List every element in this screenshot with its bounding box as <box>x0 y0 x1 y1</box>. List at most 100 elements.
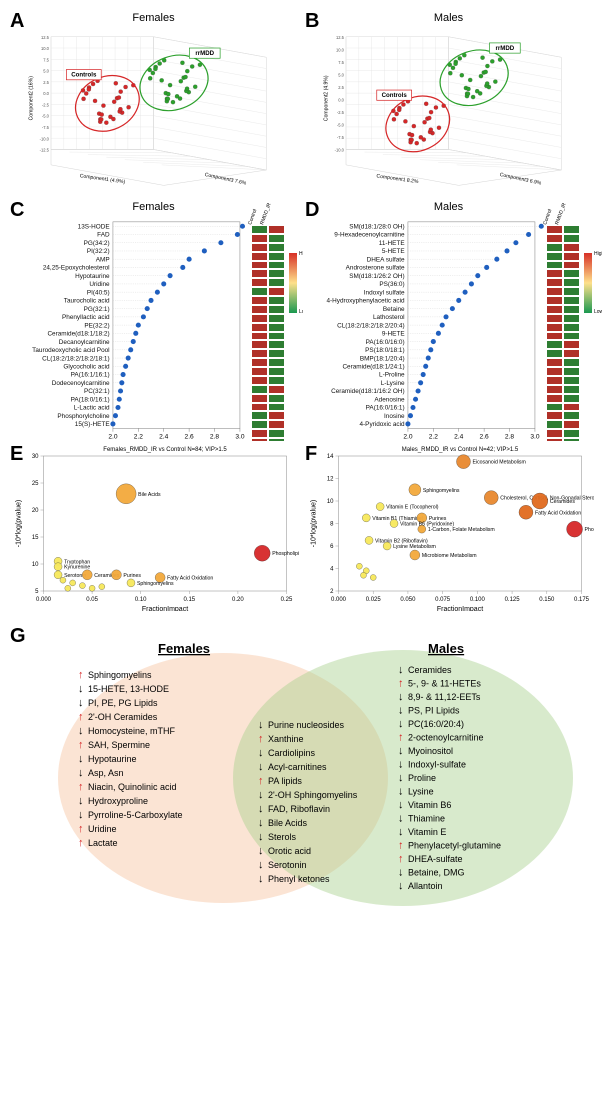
svg-text:2.6: 2.6 <box>480 433 490 440</box>
svg-text:5.0: 5.0 <box>338 72 344 77</box>
svg-text:0.0: 0.0 <box>43 91 49 96</box>
svg-text:↓: ↓ <box>258 873 264 885</box>
svg-text:Phenylacetyl-glutamine: Phenylacetyl-glutamine <box>408 841 501 851</box>
svg-text:-10*log(pvalue): -10*log(pvalue) <box>16 500 23 547</box>
svg-text:2.8: 2.8 <box>505 433 515 440</box>
svg-text:-10.0: -10.0 <box>335 148 345 153</box>
svg-text:BMP(18:1/20:4): BMP(18:1/20:4) <box>360 355 405 362</box>
svg-text:Xanthine: Xanthine <box>268 734 304 744</box>
svg-text:Hypotaurine: Hypotaurine <box>75 273 110 280</box>
svg-text:Females_RMDD_IR vs Control N=8: Females_RMDD_IR vs Control N=84; VIP>1.5 <box>103 447 227 453</box>
svg-text:20: 20 <box>32 508 39 514</box>
svg-text:5: 5 <box>35 589 39 595</box>
heatmap-header: RMDD_IR <box>259 212 267 225</box>
svg-text:10.0: 10.0 <box>336 47 345 52</box>
panel-d-label: D <box>305 199 319 222</box>
svg-text:rrMDD: rrMDD <box>496 45 515 52</box>
svg-text:12: 12 <box>327 477 334 483</box>
svg-text:Hypotaurine: Hypotaurine <box>88 754 137 764</box>
svg-text:Component2 (16%): Component2 (16%) <box>29 76 35 121</box>
svg-text:PS(18:0/18:1): PS(18:0/18:1) <box>365 347 404 354</box>
svg-text:-7.5: -7.5 <box>42 125 50 130</box>
svg-text:2.2: 2.2 <box>429 433 439 440</box>
svg-text:↓: ↓ <box>398 745 404 757</box>
svg-text:Bile Acids: Bile Acids <box>138 492 161 498</box>
panel-f-label: F <box>305 443 317 466</box>
svg-text:24,25-Epoxycholesterol: 24,25-Epoxycholesterol <box>43 265 110 272</box>
svg-text:Betaine, DMG: Betaine, DMG <box>408 868 465 878</box>
svg-text:0.125: 0.125 <box>505 597 521 603</box>
svg-text:↑: ↑ <box>398 678 404 690</box>
svg-text:4: 4 <box>330 567 334 573</box>
svg-text:Purine nucleosides: Purine nucleosides <box>268 720 345 730</box>
svg-text:Indoxyl sulfate: Indoxyl sulfate <box>364 289 405 296</box>
svg-text:Controls: Controls <box>382 92 408 99</box>
svg-text:↓: ↓ <box>398 772 404 784</box>
svg-text:0.10: 0.10 <box>135 597 147 603</box>
svg-text:2.8: 2.8 <box>210 433 220 440</box>
svg-text:0.100: 0.100 <box>470 597 486 603</box>
svg-text:PI(32:2): PI(32:2) <box>87 248 110 255</box>
svg-text:FractionImpact: FractionImpact <box>437 606 483 611</box>
svg-text:25: 25 <box>32 481 39 487</box>
svg-text:PA lipids: PA lipids <box>268 776 302 786</box>
panel-c-chart: 2.02.22.42.62.83.0VIP scores13S-HODEFADP… <box>8 213 251 447</box>
panel-a-title: Females <box>8 12 299 24</box>
svg-text:Ceramide(d18:1/18:2): Ceramide(d18:1/18:2) <box>47 331 109 338</box>
svg-text:0.25: 0.25 <box>281 597 293 603</box>
svg-text:Decanoylcarnitine: Decanoylcarnitine <box>59 339 110 346</box>
svg-text:↓: ↓ <box>398 705 404 717</box>
svg-text:Phenyl ketones: Phenyl ketones <box>268 874 330 884</box>
svg-text:Ceramide(d18:1/16:2 OH): Ceramide(d18:1/16:2 OH) <box>331 388 405 395</box>
svg-text:DHEA sulfate: DHEA sulfate <box>367 256 405 263</box>
svg-text:↓: ↓ <box>78 809 84 821</box>
svg-text:Serotonin: Serotonin <box>268 860 307 870</box>
svg-text:↓: ↓ <box>398 880 404 892</box>
svg-text:↓: ↓ <box>258 803 264 815</box>
svg-text:Fatty Acid Oxidation: Fatty Acid Oxidation <box>167 576 213 582</box>
panel-b-title: Males <box>303 12 594 24</box>
svg-text:Dodecenoylcarnitine: Dodecenoylcarnitine <box>52 380 110 387</box>
svg-text:-5.0: -5.0 <box>337 122 345 127</box>
panel-a-label: A <box>10 10 24 33</box>
svg-text:Sphingomyelins: Sphingomyelins <box>137 581 174 587</box>
svg-text:PI, PE, PG Lipids: PI, PE, PG Lipids <box>88 698 158 708</box>
svg-text:Orotic acid: Orotic acid <box>268 846 311 856</box>
svg-text:-10*log(pvalue): -10*log(pvalue) <box>311 500 318 547</box>
svg-text:rrMDD: rrMDD <box>195 50 214 57</box>
svg-text:L-Lysine: L-Lysine <box>381 380 405 387</box>
panel-g: G FemalesMales↑Sphingomyelins↓15-HETE, 1… <box>8 623 594 913</box>
svg-text:7.5: 7.5 <box>338 60 344 65</box>
svg-text:Lathosterol: Lathosterol <box>373 314 405 321</box>
svg-text:FAD: FAD <box>97 232 110 239</box>
svg-text:Microbiome Metabolism: Microbiome Metabolism <box>422 553 477 559</box>
svg-text:2.5: 2.5 <box>338 85 344 90</box>
svg-text:-10.0: -10.0 <box>40 136 50 141</box>
svg-text:Vitamin E: Vitamin E <box>408 827 446 837</box>
svg-text:Phenyllactic acid: Phenyllactic acid <box>62 314 110 321</box>
svg-text:-2.5: -2.5 <box>337 110 345 115</box>
svg-text:↓: ↓ <box>78 683 84 695</box>
svg-text:L-Proline: L-Proline <box>379 372 405 379</box>
svg-text:-2.5: -2.5 <box>42 102 50 107</box>
svg-text:0.0: 0.0 <box>338 97 344 102</box>
colorbar: High Low <box>289 253 297 313</box>
svg-text:↓: ↓ <box>78 753 84 765</box>
svg-text:Vitamin B6: Vitamin B6 <box>408 800 451 810</box>
svg-text:↓: ↓ <box>78 795 84 807</box>
panel-d-chart: 2.02.22.42.62.83.0VIP scoresSM(d18:1/28:… <box>303 213 546 447</box>
svg-text:1-Carbon, Folate Metabolism: 1-Carbon, Folate Metabolism <box>428 527 495 533</box>
svg-text:4-Hydroxyphenylacetic acid: 4-Hydroxyphenylacetic acid <box>326 298 405 305</box>
svg-text:Purines: Purines <box>123 573 141 579</box>
svg-text:Cardiolipins: Cardiolipins <box>268 748 316 758</box>
svg-text:PG(32:1): PG(32:1) <box>84 306 110 313</box>
svg-text:9-HETE: 9-HETE <box>382 331 405 338</box>
svg-text:Sterols: Sterols <box>268 832 297 842</box>
svg-text:0.000: 0.000 <box>36 597 52 603</box>
svg-text:↓: ↓ <box>398 826 404 838</box>
svg-text:DHEA-sulfate: DHEA-sulfate <box>408 854 463 864</box>
svg-text:2.4: 2.4 <box>454 433 464 440</box>
svg-text:15-HETE, 13-HODE: 15-HETE, 13-HODE <box>88 684 169 694</box>
svg-text:0.05: 0.05 <box>86 597 98 603</box>
svg-text:Fatty Acid Oxidation: Fatty Acid Oxidation <box>535 510 581 516</box>
